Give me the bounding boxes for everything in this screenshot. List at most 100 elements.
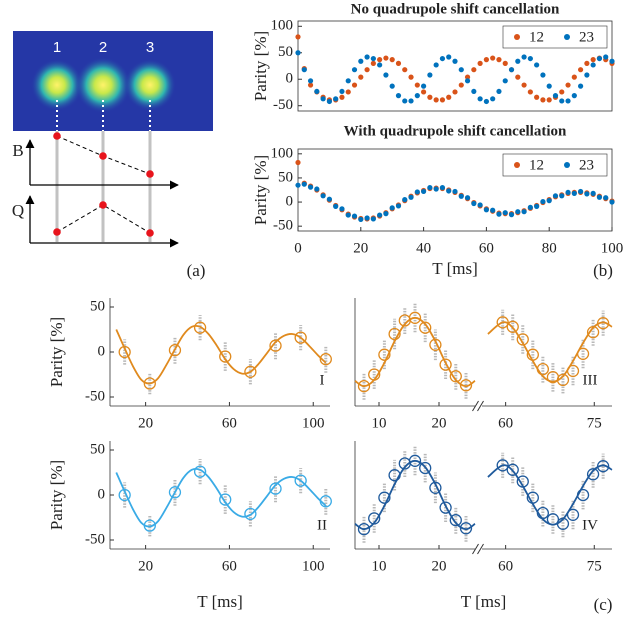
- data-point: [478, 96, 483, 101]
- ion-spot: [75, 57, 131, 113]
- data-point: [452, 89, 457, 94]
- legend-label: 12: [529, 157, 544, 173]
- x-tick-label: 75: [587, 558, 602, 574]
- data-point: [609, 199, 614, 204]
- data-point: [565, 190, 570, 195]
- legend-marker: [564, 34, 570, 40]
- data-point: [578, 67, 583, 72]
- data-point: [465, 78, 470, 83]
- data-point: [364, 54, 369, 59]
- data-point: [521, 209, 526, 214]
- data-point: [314, 186, 319, 191]
- data-point: [427, 185, 432, 190]
- data-point: [371, 61, 376, 66]
- data-point: [308, 78, 313, 83]
- page: Parity {"panel_a": {"ion_labels": ["1", …: [0, 0, 641, 626]
- data-point: [346, 78, 351, 83]
- subplot-label: I: [320, 372, 325, 388]
- subplot-label: IV: [582, 517, 598, 533]
- panel-label: (c): [594, 595, 613, 614]
- data-point: [333, 204, 338, 209]
- data-point: [591, 57, 596, 62]
- y-tick-label: -50: [85, 388, 105, 404]
- data-point: [509, 212, 514, 217]
- y-axis-label: Parity [%]: [251, 31, 270, 101]
- data-point: [402, 67, 407, 72]
- data-point: [383, 55, 388, 60]
- data-point: [609, 59, 614, 64]
- x-tick-label: 20: [432, 558, 447, 574]
- data-point: [346, 89, 351, 94]
- x-tick-label: 40: [416, 240, 431, 256]
- y-tick-label: 50: [278, 44, 293, 60]
- data-point: [308, 185, 313, 190]
- data-point: [434, 62, 439, 67]
- data-point: [321, 96, 326, 101]
- x-tick-label: 75: [587, 415, 602, 431]
- legend-marker: [564, 162, 570, 168]
- data-point: [528, 205, 533, 210]
- data-point: [415, 189, 420, 194]
- axis-label: Q: [12, 201, 24, 220]
- y-tick-label: 50: [90, 298, 105, 314]
- data-point: [352, 82, 357, 87]
- y-tick-label: 0: [286, 193, 294, 209]
- data-point: [578, 84, 583, 89]
- data-point: [358, 75, 363, 80]
- data-point: [446, 188, 451, 193]
- data-point: [452, 59, 457, 64]
- data-point: [402, 98, 407, 103]
- data-point: [496, 89, 501, 94]
- ion-lines: [57, 131, 150, 242]
- x-tick-label: 10: [372, 415, 387, 431]
- legend-label: 23: [579, 157, 594, 173]
- data-point: [452, 189, 457, 194]
- data-point: [459, 82, 464, 87]
- data-point: [534, 62, 539, 67]
- panel-label: (b): [593, 261, 613, 280]
- ion-label: 1: [53, 39, 61, 56]
- data-point: [371, 56, 376, 61]
- data-point: [597, 195, 602, 200]
- body: 1 2 3 B Q (a) (b) (c) No quadrupole shif…: [0, 0, 641, 626]
- data-point: [559, 98, 564, 103]
- panel-label: (a): [187, 261, 206, 280]
- data-point: [427, 72, 432, 77]
- y-tick-label: 50: [90, 441, 105, 457]
- subplot-label: III: [583, 372, 598, 388]
- data-point: [408, 75, 413, 80]
- x-tick-label: 100: [601, 240, 624, 256]
- data-point: [496, 57, 501, 62]
- data-point: [559, 89, 564, 94]
- data-point: [421, 89, 426, 94]
- data-point: [603, 54, 608, 59]
- data-point: [572, 191, 577, 196]
- data-point: [371, 216, 376, 221]
- y-tick-label: 0: [98, 486, 106, 502]
- data-point: [440, 97, 445, 102]
- data-point: [396, 61, 401, 66]
- data-point: [339, 95, 344, 100]
- data-point: [434, 186, 439, 191]
- y-tick-label: 100: [271, 18, 294, 34]
- data-point: [471, 201, 476, 206]
- data-point: [427, 95, 432, 100]
- x-tick-label: 100: [302, 558, 325, 574]
- data-point: [591, 191, 596, 196]
- data-point: [339, 206, 344, 211]
- data-point: [528, 56, 533, 61]
- x-axis-label: T [ms]: [432, 259, 478, 278]
- data-point: [364, 215, 369, 220]
- data-point: [503, 78, 508, 83]
- data-point: [471, 89, 476, 94]
- data-point: [540, 72, 545, 77]
- data-point: [377, 212, 382, 217]
- x-tick-label: 60: [222, 415, 237, 431]
- data-point: [515, 59, 520, 64]
- ion-label: 3: [146, 39, 154, 56]
- data-point: [534, 95, 539, 100]
- y-axis-label: Parity [%]: [47, 317, 66, 387]
- data-point: [396, 93, 401, 98]
- data-point: [484, 99, 489, 104]
- data-point: [314, 89, 319, 94]
